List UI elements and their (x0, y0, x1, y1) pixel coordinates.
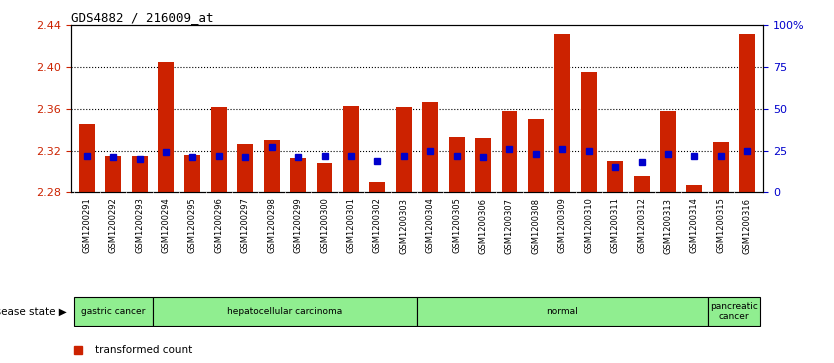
Bar (158, 62, 174, 192)
Bar (343, 106, 359, 192)
Text: GSM1200305: GSM1200305 (452, 197, 461, 253)
Bar (79, 123, 95, 192)
Bar (184, 155, 200, 192)
Text: GSM1200315: GSM1200315 (716, 197, 726, 253)
FancyBboxPatch shape (73, 297, 153, 326)
Text: GDS4882 / 216009_at: GDS4882 / 216009_at (71, 11, 214, 24)
Text: pancreatic
cancer: pancreatic cancer (710, 302, 758, 321)
Bar (634, 176, 650, 192)
Text: GSM1200298: GSM1200298 (267, 197, 276, 253)
Text: transformed count: transformed count (95, 345, 193, 355)
Bar (555, 34, 570, 192)
Bar (739, 34, 755, 192)
Bar (660, 111, 676, 192)
FancyBboxPatch shape (707, 297, 761, 326)
Text: hepatocellular carcinoma: hepatocellular carcinoma (228, 307, 343, 316)
Text: GSM1200303: GSM1200303 (399, 197, 409, 254)
Bar (264, 140, 279, 192)
Bar (396, 107, 412, 192)
Bar (317, 163, 333, 192)
Text: GSM1200304: GSM1200304 (425, 197, 435, 253)
Bar (686, 185, 702, 192)
Bar (607, 161, 623, 192)
Text: GSM1200310: GSM1200310 (585, 197, 593, 253)
Text: GSM1200308: GSM1200308 (531, 197, 540, 254)
Text: GSM1200300: GSM1200300 (320, 197, 329, 253)
Bar (422, 102, 438, 192)
Bar (369, 182, 385, 192)
Text: GSM1200306: GSM1200306 (479, 197, 488, 254)
Bar (211, 107, 227, 192)
FancyBboxPatch shape (153, 297, 417, 326)
Bar (132, 156, 148, 192)
Text: GSM1200309: GSM1200309 (558, 197, 567, 253)
Text: GSM1200316: GSM1200316 (743, 197, 751, 254)
Text: GSM1200291: GSM1200291 (83, 197, 91, 253)
Text: GSM1200301: GSM1200301 (346, 197, 355, 253)
Text: GSM1200311: GSM1200311 (610, 197, 620, 253)
Bar (580, 72, 596, 192)
Bar (105, 156, 121, 192)
Text: GSM1200302: GSM1200302 (373, 197, 382, 253)
Text: GSM1200294: GSM1200294 (162, 197, 170, 253)
Text: GSM1200313: GSM1200313 (664, 197, 672, 254)
Text: GSM1200297: GSM1200297 (241, 197, 249, 253)
Bar (528, 119, 544, 192)
Text: gastric cancer: gastric cancer (81, 307, 145, 316)
Bar (475, 138, 491, 192)
Text: GSM1200295: GSM1200295 (188, 197, 197, 253)
Bar (290, 158, 306, 192)
Bar (713, 142, 729, 192)
Text: GSM1200293: GSM1200293 (135, 197, 144, 253)
Bar (449, 137, 465, 192)
Text: GSM1200299: GSM1200299 (294, 197, 303, 253)
FancyBboxPatch shape (417, 297, 707, 326)
Text: GSM1200296: GSM1200296 (214, 197, 224, 253)
Bar (238, 144, 254, 192)
Bar (501, 111, 517, 192)
Text: GSM1200292: GSM1200292 (108, 197, 118, 253)
Text: normal: normal (546, 307, 578, 316)
Text: GSM1200314: GSM1200314 (690, 197, 699, 253)
Text: GSM1200307: GSM1200307 (505, 197, 514, 254)
Text: GSM1200312: GSM1200312 (637, 197, 646, 253)
Text: disease state ▶: disease state ▶ (0, 306, 67, 316)
